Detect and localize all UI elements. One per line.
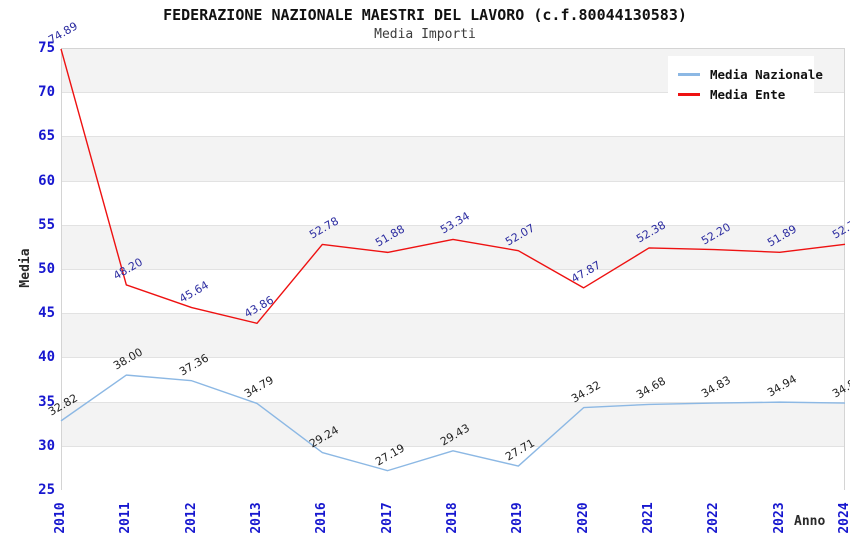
gridline: [62, 269, 844, 270]
plot-band: [62, 446, 844, 491]
gridline: [62, 136, 844, 138]
y-tick-label: 75: [38, 40, 55, 56]
y-tick-label: 40: [38, 349, 55, 366]
y-tick-label: 25: [38, 482, 55, 498]
gridline: [62, 313, 844, 315]
y-tick-label: 65: [38, 128, 55, 145]
y-tick-label: 35: [38, 393, 55, 410]
plot-area: [61, 48, 845, 491]
x-tick-label: 2011: [118, 502, 134, 534]
legend-swatch-media-nazionale: [678, 72, 700, 76]
x-tick-label: 2018: [445, 502, 460, 534]
legend-item-media-nazionale: Media Nazionale: [678, 64, 823, 84]
legend-label: Media Ente: [710, 86, 786, 102]
gridline: [62, 445, 844, 447]
y-tick-label: 60: [38, 172, 55, 189]
x-tick-label: 2021: [641, 502, 656, 534]
x-tick-label: 2024: [837, 502, 850, 534]
gridline: [62, 401, 844, 403]
x-axis-title: Anno: [794, 514, 826, 529]
gridline: [62, 180, 844, 182]
legend: Media Nazionale Media Ente: [668, 56, 823, 112]
x-tick-label: 2012: [183, 502, 199, 534]
x-tick-label: 2016: [314, 502, 330, 534]
y-axis-title: Media: [18, 248, 33, 288]
chart-subtitle: Media Importi: [374, 27, 476, 42]
y-tick-label: 70: [38, 84, 55, 101]
x-tick-label: 2023: [771, 502, 787, 534]
legend-swatch-media-ente: [678, 92, 700, 96]
y-tick-label: 45: [38, 305, 55, 322]
x-tick-label: 2017: [379, 502, 395, 534]
x-tick-label: 2019: [510, 502, 526, 534]
gridline: [62, 357, 844, 359]
x-tick-label: 2020: [575, 502, 591, 534]
legend-label: Media Nazionale: [710, 66, 823, 82]
x-tick-label: 2013: [249, 502, 264, 534]
x-tick-label: 2022: [706, 502, 722, 534]
plot-band: [62, 314, 844, 359]
x-tick-label: 2010: [53, 502, 68, 534]
legend-item-media-ente: Media Ente: [678, 84, 804, 104]
y-tick-label: 30: [38, 437, 55, 454]
chart-title: FEDERAZIONE NAZIONALE MAESTRI DEL LAVORO…: [163, 6, 687, 24]
y-tick-label: 55: [38, 216, 55, 233]
y-tick-label: 50: [38, 261, 55, 277]
plot-band: [62, 137, 844, 182]
